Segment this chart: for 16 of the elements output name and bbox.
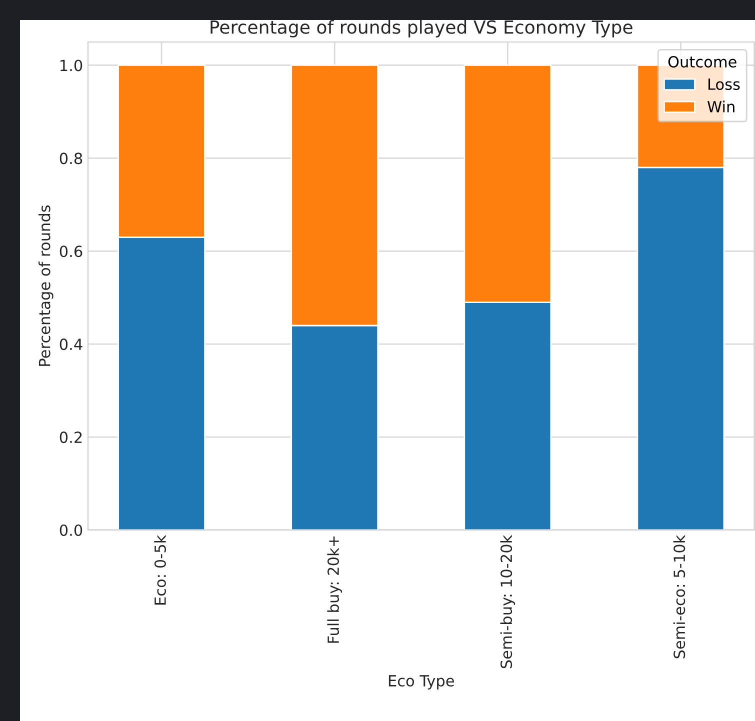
y-tick-label: 0.4 — [60, 338, 82, 350]
x-tick-label: Eco: 0-5k — [154, 534, 166, 605]
legend-label: Loss — [708, 78, 740, 90]
legend-title: Outcome — [668, 56, 736, 68]
chart-title: Percentage of rounds played VS Economy Type — [210, 20, 632, 38]
y-tick-label: 0.8 — [60, 152, 82, 164]
x-tick-label: Full buy: 20k+ — [327, 536, 342, 643]
x-tick-label: Semi-buy: 10-20k — [500, 534, 516, 668]
y-tick-label: 1.0 — [60, 60, 82, 72]
legend-label: Win — [707, 100, 734, 112]
x-tick-label: Semi-eco: 5-10k — [673, 534, 686, 658]
y-axis-title: Percentage of rounds — [38, 205, 54, 366]
y-tick-label: 0.2 — [60, 432, 82, 444]
y-tick-label: 0.6 — [60, 246, 82, 258]
x-axis-title: Eco Type — [388, 675, 454, 690]
y-tick-label: 0.0 — [60, 524, 82, 536]
